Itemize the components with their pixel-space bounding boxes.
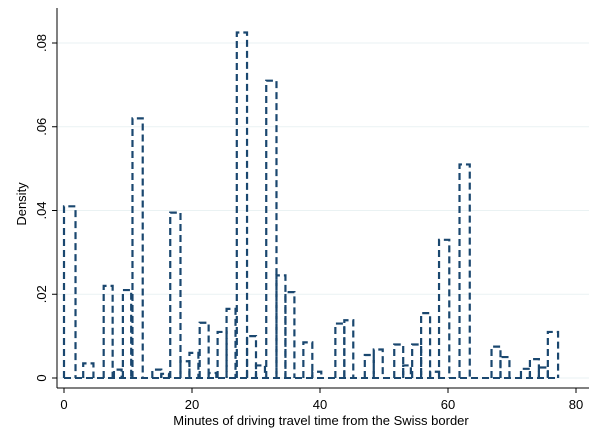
histogram-bar-8 (169, 211, 182, 378)
plot-background (48, 8, 589, 388)
histogram-bar-6 (151, 368, 163, 378)
x-tick-label-1: 20 (185, 397, 199, 412)
histogram-bar-11 (198, 321, 210, 378)
histogram-bar-33 (458, 163, 471, 378)
histogram-bar-27 (393, 343, 405, 378)
y-tick-label-1: .02 (34, 285, 49, 303)
y-axis-ticks: 0 .02 .04 .06 .08 (34, 34, 57, 382)
x-tick-label-0: 0 (60, 397, 67, 412)
histogram-bar-15 (235, 31, 249, 378)
histogram-bar-4 (121, 288, 133, 378)
histogram-bar-0 (62, 205, 77, 378)
histogram-bar-24 (343, 319, 355, 378)
histogram-bar-35 (499, 355, 511, 378)
x-tick-label-3: 60 (441, 397, 455, 412)
histogram-bar-10 (188, 351, 200, 378)
x-tick-label-4: 80 (569, 397, 583, 412)
histogram-bar-14 (225, 307, 237, 378)
histogram-bar-30 (420, 311, 432, 378)
histogram-bars (62, 31, 560, 379)
histogram-bar-18 (265, 79, 278, 378)
histogram-bar-5 (131, 117, 144, 378)
histogram-bar-12 (207, 371, 218, 378)
histogram-bar-22 (311, 370, 323, 378)
x-axis-ticks: 0 20 40 60 80 (60, 388, 583, 412)
y-tick-label-0: 0 (34, 374, 49, 381)
histogram-bar-32 (437, 238, 451, 378)
histogram-bar-2 (102, 284, 114, 378)
histogram-bar-17 (254, 364, 267, 378)
histogram-bar-20 (284, 291, 296, 378)
histogram-bar-3 (112, 368, 123, 378)
y-tick-label-4: .08 (34, 34, 49, 52)
histogram-bar-16 (245, 335, 258, 378)
y-tick-label-2: .04 (34, 201, 49, 219)
x-axis-title: Minutes of driving travel time from the … (173, 413, 469, 428)
y-axis-title: Density (14, 182, 29, 226)
histogram-bar-26 (372, 348, 384, 378)
x-tick-label-2: 40 (313, 397, 327, 412)
y-tick-label-3: .06 (34, 118, 49, 136)
histogram-bar-31 (428, 370, 441, 378)
histogram-bar-28 (402, 364, 412, 378)
histogram-bar-25 (363, 353, 375, 378)
histogram-bar-21 (302, 341, 314, 378)
histogram-bar-9 (179, 360, 191, 378)
histogram-bar-37 (528, 358, 540, 378)
histogram-bar-7 (160, 372, 171, 378)
histogram-bar-39 (546, 330, 560, 378)
